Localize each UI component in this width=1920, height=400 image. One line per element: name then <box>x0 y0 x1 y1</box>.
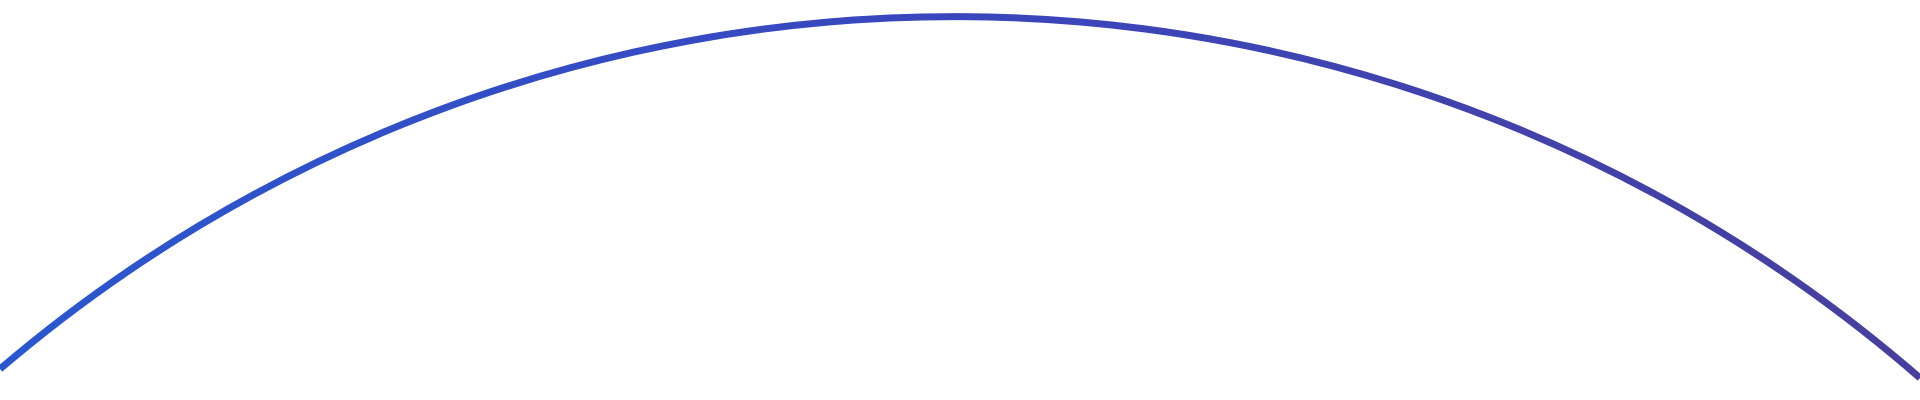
arc-curve-line <box>0 13 1920 381</box>
